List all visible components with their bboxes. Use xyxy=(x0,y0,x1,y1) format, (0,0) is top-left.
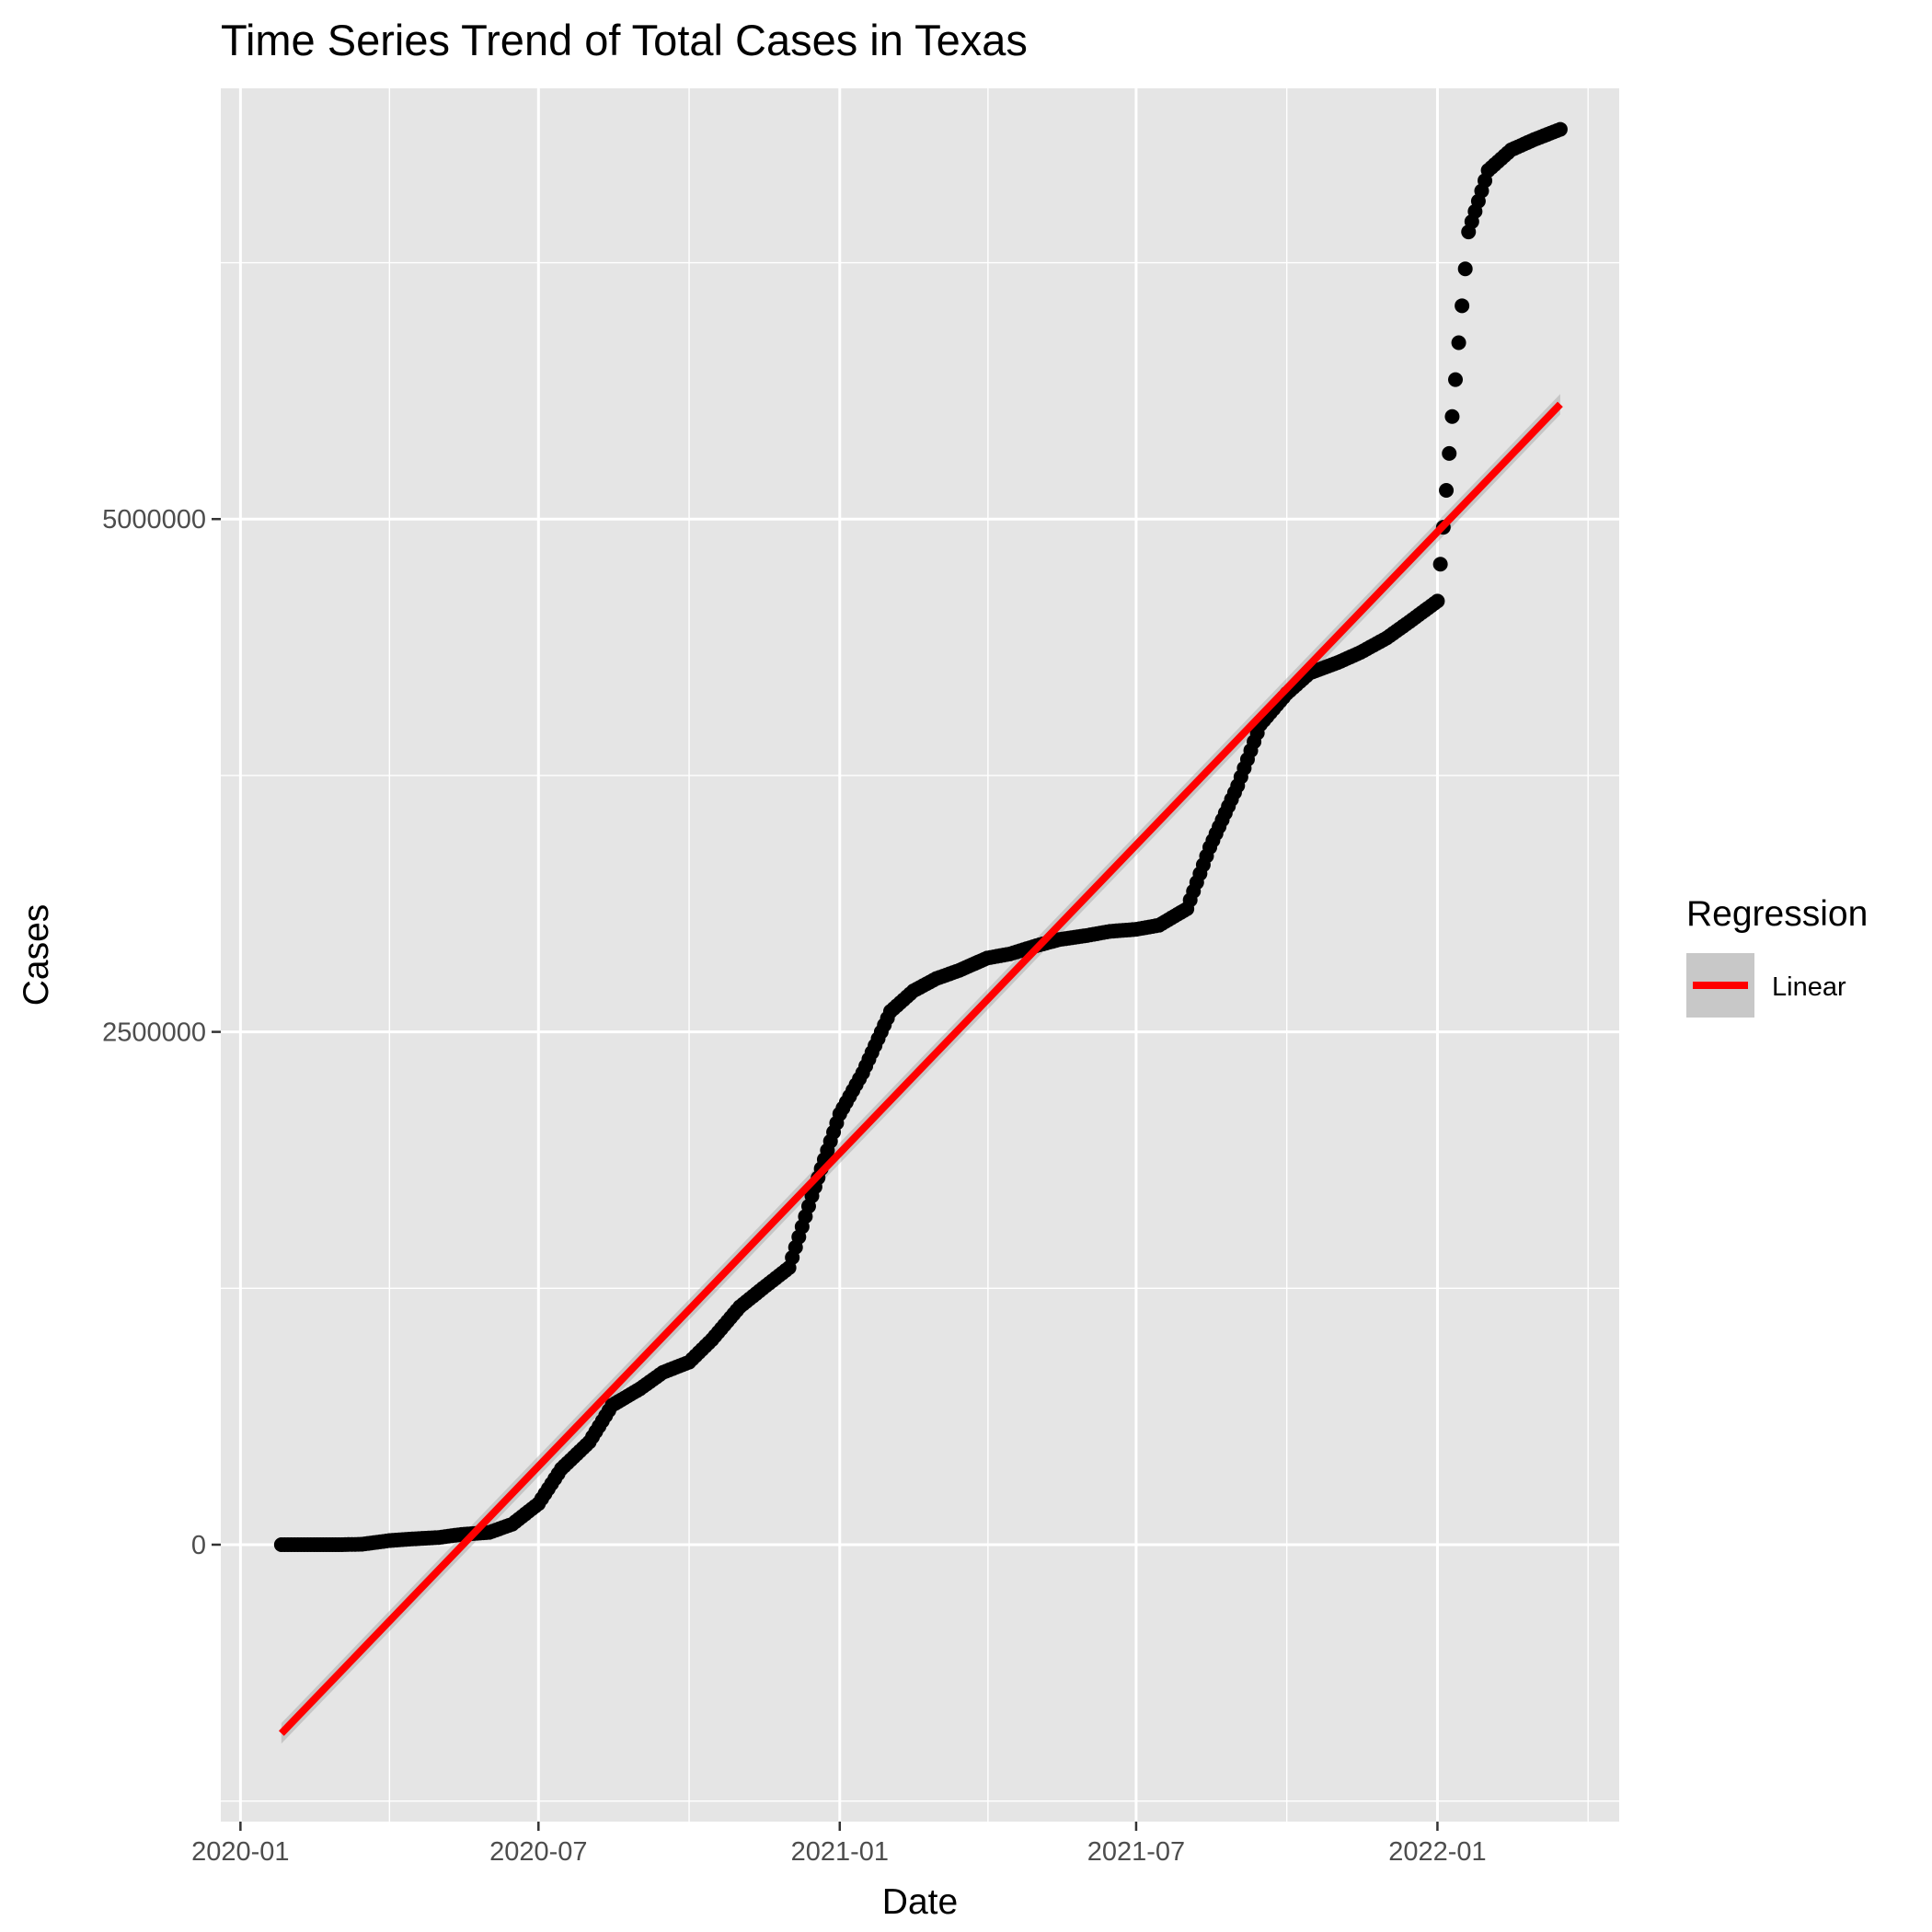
y-axis: 0 2500000 5000000 xyxy=(102,505,221,1560)
x-tick-label-1: 2020-07 xyxy=(489,1837,587,1867)
x-tick-label-4: 2022-01 xyxy=(1388,1837,1486,1867)
chart-title: Time Series Trend of Total Cases in Texa… xyxy=(221,16,1028,64)
data-point-367 xyxy=(1451,335,1466,351)
data-point-360 xyxy=(1430,593,1445,609)
data-point-361 xyxy=(1432,557,1448,572)
y-tick-label-2: 5000000 xyxy=(102,505,206,535)
legend-label-linear: Linear xyxy=(1772,972,1846,1002)
data-point-366 xyxy=(1448,372,1464,387)
regression-line xyxy=(278,401,1563,1736)
grid xyxy=(221,88,1619,1822)
data-point-364 xyxy=(1442,445,1457,461)
x-tick-label-0: 2020-01 xyxy=(191,1837,289,1867)
y-tick-label-0: 0 xyxy=(191,1531,206,1560)
plot-panel xyxy=(221,88,1619,1822)
data-point-363 xyxy=(1439,483,1455,498)
legend-title: Regression xyxy=(1686,894,1868,934)
x-axis: 2020-01 2020-07 2021-01 2021-07 2022-01 xyxy=(191,1822,1487,1867)
data-point-369 xyxy=(1457,261,1473,277)
x-tick-label-2: 2021-01 xyxy=(791,1837,889,1867)
data-point-365 xyxy=(1444,408,1460,424)
data-point-398 xyxy=(1552,121,1568,137)
regression-line-linear xyxy=(278,401,1563,1736)
y-axis-title: Cases xyxy=(17,904,56,1006)
x-axis-title: Date xyxy=(882,1882,958,1922)
y-tick-label-1: 2500000 xyxy=(102,1018,206,1048)
legend: Regression Linear xyxy=(1686,894,1868,1018)
x-tick-label-3: 2021-07 xyxy=(1087,1837,1185,1867)
data-point-368 xyxy=(1455,298,1470,314)
